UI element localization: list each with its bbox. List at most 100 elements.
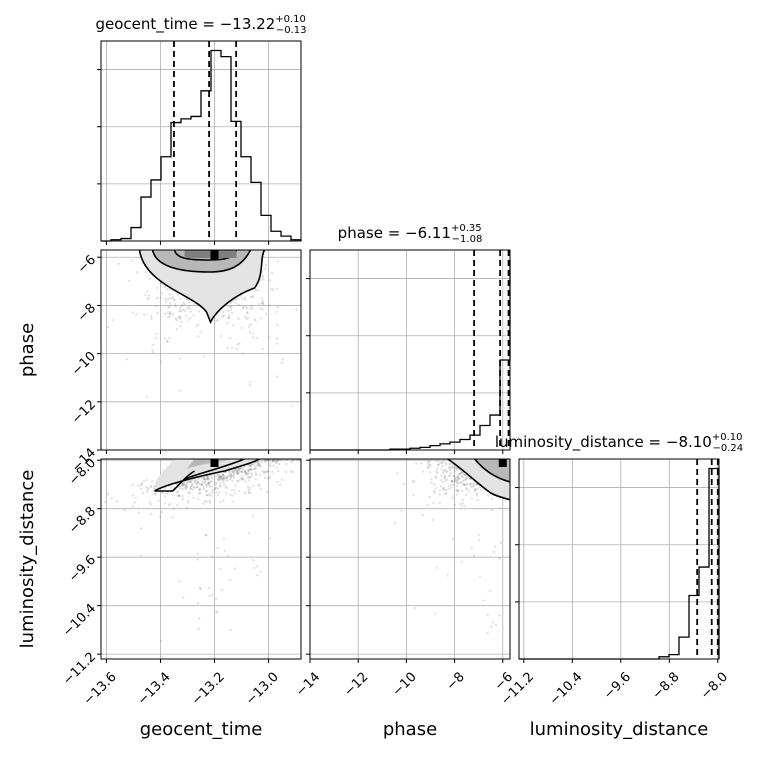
scatter-point	[241, 307, 245, 310]
scatter-point	[207, 480, 211, 484]
scatter-point	[411, 479, 414, 483]
scatter-point	[440, 474, 443, 478]
scatter-point	[203, 476, 206, 479]
scatter-point	[198, 586, 202, 589]
scatter-point	[204, 534, 208, 537]
scatter-point	[265, 312, 268, 315]
scatter-point	[163, 312, 167, 316]
scatter-point	[247, 469, 250, 472]
scatter-point	[205, 500, 209, 503]
scatter-point	[196, 481, 200, 484]
scatter-point	[198, 482, 202, 485]
scatter-point	[168, 336, 171, 340]
scatter-point	[136, 484, 139, 487]
scatter-point	[227, 475, 230, 478]
scatter-point	[261, 301, 264, 305]
scatter-point	[247, 325, 251, 328]
contour-inner	[184, 459, 245, 480]
scatter-point	[223, 475, 226, 478]
scatter-point	[192, 486, 195, 489]
scatter-point	[285, 459, 289, 462]
scatter-point	[461, 504, 464, 507]
title-minus: −0.24	[713, 443, 744, 454]
scatter-point	[218, 478, 222, 481]
scatter-point	[268, 279, 272, 282]
scatter-point	[156, 311, 159, 315]
scatter-point	[151, 349, 154, 352]
scatter-point	[247, 469, 250, 473]
scatter-point	[453, 480, 456, 483]
scatter-point	[255, 461, 258, 464]
scatter-point	[219, 474, 222, 478]
scatter-point	[175, 328, 179, 331]
scatter-point	[205, 475, 209, 478]
scatter-point	[144, 271, 147, 274]
scatter-point	[437, 463, 440, 466]
scatter-point	[172, 507, 175, 510]
scatter-point	[275, 375, 279, 378]
scatter-point	[226, 309, 230, 313]
scatter-point	[128, 279, 131, 283]
scatter-point	[455, 481, 459, 484]
axes-frame	[100, 458, 302, 660]
scatter-point	[141, 491, 145, 495]
scatter-point	[279, 459, 283, 462]
scatter-point	[188, 300, 191, 304]
scatter-point	[176, 503, 179, 507]
scatter-point	[229, 308, 233, 311]
scatter-point	[427, 464, 431, 467]
scatter-point	[224, 478, 228, 481]
x-tick-label: −8.8	[650, 670, 683, 703]
scatter-point	[264, 459, 267, 462]
scatter-point	[221, 477, 224, 480]
scatter-point	[243, 471, 247, 474]
grid-lines	[309, 250, 510, 450]
scatter-point	[252, 559, 255, 562]
scatter-point	[249, 463, 252, 467]
scatter-point	[291, 470, 295, 474]
scatter-point	[462, 483, 465, 487]
scatter-point	[249, 323, 252, 326]
scatter-point	[458, 481, 462, 485]
scatter-point	[226, 346, 230, 350]
scatter-point	[182, 483, 185, 487]
scatter-point	[176, 494, 179, 497]
scatter-point	[465, 483, 468, 486]
scatter-point	[412, 480, 416, 484]
scatter-point	[179, 325, 182, 328]
scatter-point	[244, 298, 247, 301]
scatter-point	[434, 487, 437, 490]
scatter-point	[230, 474, 234, 477]
scatter-point	[148, 500, 152, 504]
scatter-point	[169, 297, 172, 300]
scatter-point	[166, 340, 169, 343]
contour-outer-a	[154, 459, 260, 492]
density-peak	[498, 459, 507, 467]
scatter-point	[240, 474, 243, 477]
scatter-point	[456, 475, 459, 479]
scatter-point	[206, 475, 209, 479]
scatter-point	[203, 481, 206, 485]
scatter-point	[251, 463, 255, 466]
scatter-point	[154, 492, 158, 495]
scatter-point	[463, 483, 466, 487]
scatter-point	[461, 482, 464, 485]
scatter-point	[169, 312, 172, 315]
scatter-point	[280, 361, 283, 365]
scatter-point	[245, 307, 249, 310]
scatter-point	[148, 294, 151, 297]
scatter-point	[253, 318, 256, 321]
scatter-point	[229, 579, 232, 582]
scatter-point	[230, 300, 233, 304]
scatter-point	[206, 477, 209, 480]
scatter-point	[267, 469, 271, 473]
scatter-point	[218, 475, 222, 478]
scatter-point	[175, 491, 178, 494]
scatter-point	[248, 475, 252, 479]
scatter-point	[116, 500, 119, 503]
scatter-point	[214, 486, 217, 490]
x-tick-label: −10	[390, 670, 420, 700]
scatter-point	[165, 339, 169, 343]
scatter-point	[275, 342, 279, 345]
histogram-geocent_time	[101, 49, 302, 242]
